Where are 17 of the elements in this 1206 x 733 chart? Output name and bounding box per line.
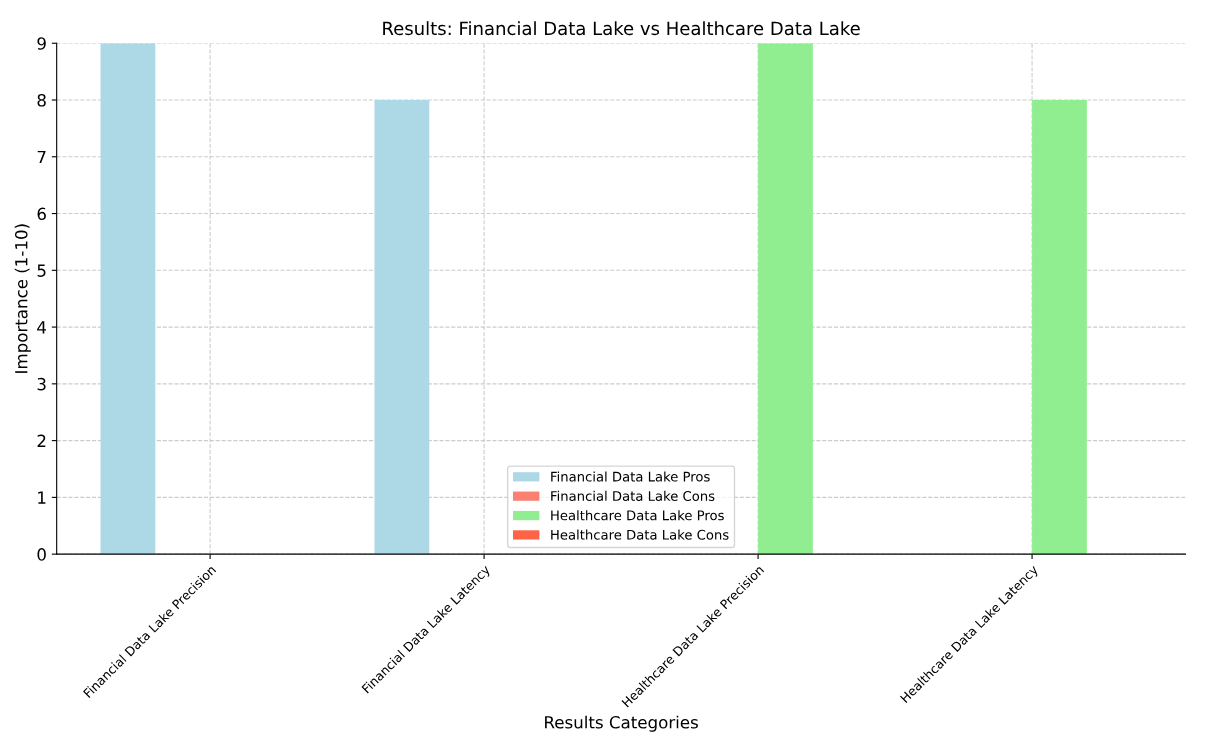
y-tick-label: 9: [37, 37, 46, 50]
legend-label: Healthcare Data Lake Pros: [551, 510, 724, 521]
chart-title: Results: Financial Data Lake vs Healthcare Data Lake: [383, 21, 860, 36]
y-axis-title: Importance (1-10): [14, 224, 31, 373]
legend-label: Financial Data Lake Cons: [551, 490, 715, 501]
y-tick-label: 1: [38, 491, 46, 504]
y-tick-label: 7: [37, 150, 46, 164]
y-tick-label: 3: [37, 377, 46, 391]
y-tick-label: 2: [37, 434, 46, 447]
x-axis-title: Results Categories: [545, 715, 698, 732]
y-tick-label: 6: [37, 207, 46, 221]
y-tick-label: 8: [37, 93, 46, 107]
y-tick-label: 4: [37, 321, 47, 334]
legend-label: Healthcare Data Lake Cons: [551, 529, 729, 540]
y-tick-label: 5: [37, 264, 46, 277]
legend-label: Financial Data Lake Pros: [551, 471, 710, 482]
y-tick-label: 0: [37, 548, 46, 561]
